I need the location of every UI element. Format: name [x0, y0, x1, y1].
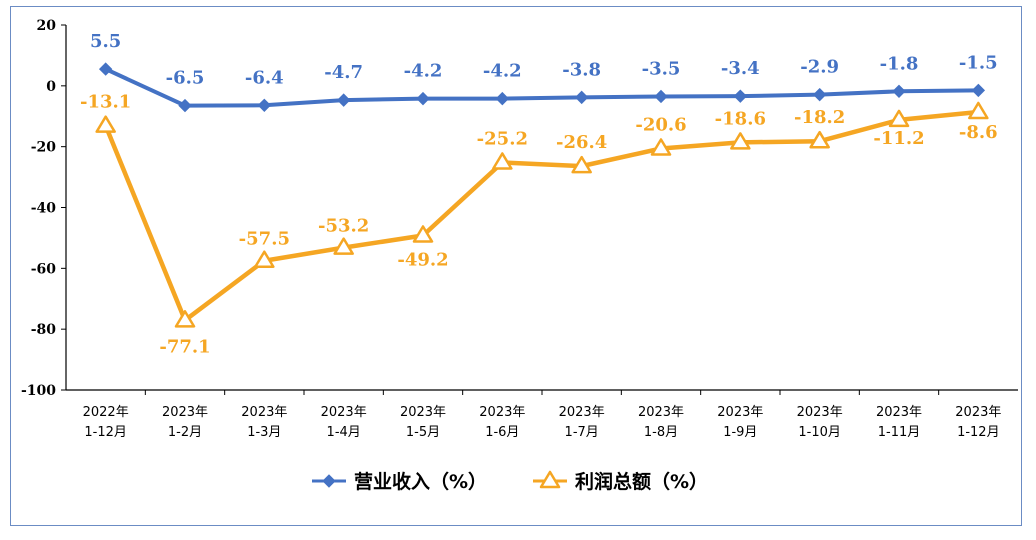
data-label: -25.2: [477, 128, 528, 149]
data-labels: 5.5 -6.5 -6.4 -4.7 -4.2 -4.2 -3.8 -3.5 -3.4 -2.9 -…: [80, 31, 998, 357]
legend-triangle-icon: [539, 470, 561, 489]
x-tick-label-period: 1-7月: [565, 425, 599, 440]
y-tick-label: -20: [31, 140, 57, 156]
data-label: -3.5: [642, 58, 681, 79]
data-label: -6.5: [166, 68, 205, 89]
triangle-marker: [174, 310, 196, 328]
data-label: -11.2: [873, 128, 924, 149]
data-label: -57.5: [239, 229, 290, 250]
y-tick-label: -80: [31, 322, 57, 338]
x-tick-label-year: 2023年: [638, 405, 684, 420]
data-label: -1.5: [959, 52, 998, 73]
x-tick-label-period: 1-3月: [247, 425, 281, 440]
data-label: -18.6: [715, 108, 766, 129]
x-tick-label-year: 2023年: [955, 405, 1001, 420]
x-tick-label-period: 1-12月: [84, 425, 127, 440]
legend-label: 利润总额（%）: [575, 470, 708, 493]
data-label: -20.6: [635, 114, 686, 135]
x-tick-label-year: 2023年: [559, 405, 605, 420]
x-tick-label-year: 2023年: [479, 405, 525, 420]
x-tick-labels: 2022年 1-12月 2023年 1-2月 2023年 1-3月 2023年 1-4月 202…: [83, 405, 1002, 440]
x-tick-label-period: 1-6月: [485, 425, 519, 440]
series-layer: [95, 62, 989, 328]
x-tick-label-period: 1-4月: [327, 425, 361, 440]
y-tick-label: -60: [31, 261, 57, 277]
triangle-marker: [571, 155, 592, 174]
triangle-marker: [254, 250, 275, 268]
diamond-marker: [416, 91, 430, 106]
triangle-marker: [968, 101, 989, 120]
x-tick-label-period: 1-5月: [406, 425, 440, 440]
data-label: -77.1: [159, 336, 210, 357]
x-tick-label-period: 1-11月: [878, 425, 921, 440]
y-tick-label: -100: [21, 383, 56, 399]
series-line: [103, 109, 979, 323]
diamond-marker: [336, 93, 351, 107]
series-line: [104, 67, 979, 108]
legend-item-revenue[interactable]: 营业收入（%）: [312, 470, 487, 493]
diamond-marker: [654, 89, 668, 104]
x-tick-label-year: 2023年: [241, 405, 287, 420]
x-tick-label-year: 2023年: [876, 405, 922, 420]
legend: 营业收入（%） 利润总额（%）: [312, 470, 708, 493]
diamond-marker: [257, 98, 272, 113]
triangle-marker: [333, 237, 354, 255]
triangle-marker: [95, 115, 116, 133]
data-label: -8.6: [959, 122, 998, 143]
data-label: 5.5: [90, 31, 121, 52]
x-tick-label-period: 1-8月: [644, 425, 678, 440]
y-tick-label: -40: [31, 201, 57, 217]
diamond-marker: [971, 83, 986, 98]
data-label: -3.8: [562, 59, 601, 80]
data-label: -13.1: [80, 92, 131, 113]
diamond-marker: [812, 87, 827, 102]
data-label: -4.2: [404, 61, 443, 82]
data-label: -6.4: [245, 67, 284, 88]
diamond-marker: [98, 62, 113, 76]
data-label: -4.2: [483, 61, 522, 82]
x-tick-label-year: 2023年: [717, 405, 763, 420]
triangle-marker: [412, 225, 434, 243]
diamond-marker: [574, 90, 589, 105]
x-tick-label-year: 2023年: [321, 405, 367, 420]
triangle-marker: [730, 132, 751, 150]
x-tick-label-period: 1-9月: [723, 425, 757, 440]
x-tick-label-year: 2023年: [797, 405, 843, 420]
x-tick-label-period: 1-10月: [798, 425, 841, 440]
triangle-marker: [492, 152, 513, 170]
diamond-marker: [892, 84, 906, 99]
triangle-marker: [809, 130, 830, 149]
y-tick-labels: 20 0 -20 -40 -60 -80 -100: [21, 18, 56, 399]
data-label: -53.2: [318, 216, 369, 237]
triangle-marker: [650, 138, 672, 156]
axes: [61, 24, 1018, 395]
triangle-marker: [888, 109, 910, 128]
legend-item-profit[interactable]: 利润总额（%）: [533, 470, 708, 493]
legend-label: 营业收入（%）: [354, 470, 487, 493]
legend-diamond-icon: [322, 474, 336, 488]
diamond-marker: [178, 98, 192, 113]
x-tick-label-year: 2022年: [83, 405, 129, 420]
y-tick-label: 20: [37, 18, 57, 34]
x-tick-label-period: 1-2月: [168, 425, 202, 440]
x-tick-label-year: 2023年: [162, 405, 208, 420]
data-label: -18.2: [794, 107, 845, 128]
x-tick-label-period: 1-12月: [957, 425, 1000, 440]
data-label: -49.2: [397, 249, 448, 270]
data-label: -1.8: [880, 53, 919, 74]
data-label: -3.4: [721, 58, 760, 79]
x-tick-label-year: 2023年: [400, 405, 446, 420]
data-label: -2.9: [800, 57, 839, 78]
data-label: -4.7: [324, 62, 363, 83]
data-label: -26.4: [556, 132, 607, 153]
diamond-marker: [495, 91, 510, 106]
y-tick-label: 0: [46, 79, 56, 95]
diamond-marker: [733, 89, 748, 103]
